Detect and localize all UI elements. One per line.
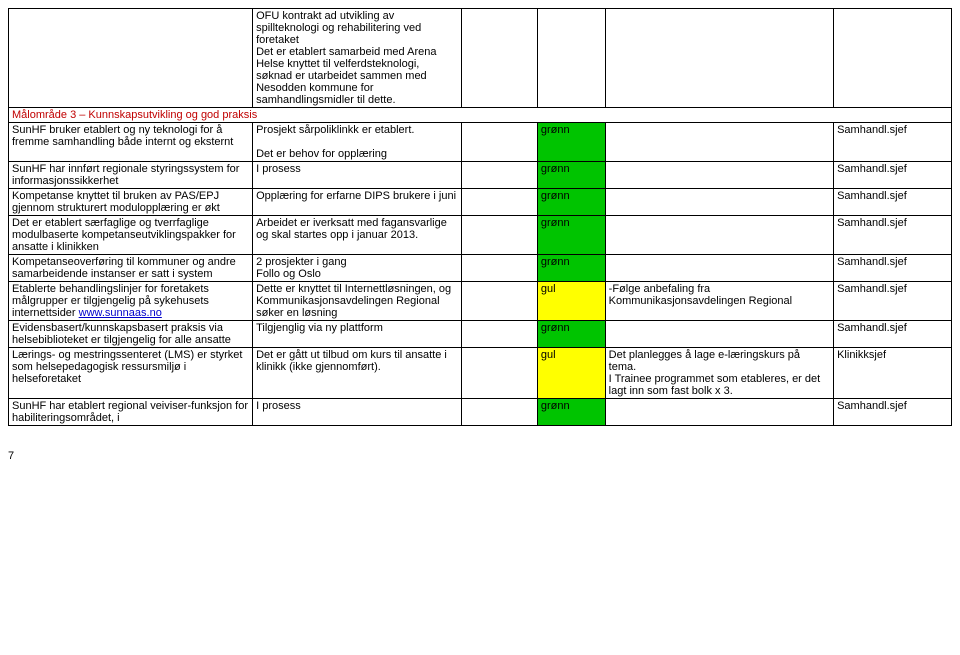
- cell-b: Det er gått ut tilbud om kurs til ansatt…: [253, 348, 462, 399]
- status-cell: grønn: [537, 162, 605, 189]
- status-cell: grønn: [537, 255, 605, 282]
- cell-b: Prosjekt sårpoliklinkk er etablert. Det …: [253, 123, 462, 162]
- status-cell: grønn: [537, 216, 605, 255]
- cell-c: [461, 348, 537, 399]
- cell-a: [9, 9, 253, 108]
- cell-a: Evidensbasert/kunnskapsbasert praksis vi…: [9, 321, 253, 348]
- cell-f: Samhandl.sjef: [834, 162, 952, 189]
- cell-f: Samhandl.sjef: [834, 255, 952, 282]
- cell-c: [461, 123, 537, 162]
- table-row: OFU kontrakt ad utvikling av spillteknol…: [9, 9, 952, 108]
- cell-f: Samhandl.sjef: [834, 321, 952, 348]
- cell-e: -Følge anbefaling fra Kommunikasjonsavde…: [605, 282, 833, 321]
- cell-a: Etablerte behandlingslinjer for foretake…: [9, 282, 253, 321]
- status-cell: grønn: [537, 189, 605, 216]
- status-cell: grønn: [537, 123, 605, 162]
- cell-a: SunHF bruker etablert og ny teknologi fo…: [9, 123, 253, 162]
- cell-b: 2 prosjekter i gang Follo og Oslo: [253, 255, 462, 282]
- cell-e: [605, 216, 833, 255]
- cell-c: [461, 189, 537, 216]
- cell-f: Samhandl.sjef: [834, 282, 952, 321]
- cell-b: I prosess: [253, 162, 462, 189]
- table-row: Lærings- og mestringssenteret (LMS) er s…: [9, 348, 952, 399]
- cell-f: [834, 9, 952, 108]
- cell-a: Kompetanse knyttet til bruken av PAS/EPJ…: [9, 189, 253, 216]
- cell-f: Samhandl.sjef: [834, 189, 952, 216]
- table-row: SunHF har innført regionale styringssyst…: [9, 162, 952, 189]
- cell-a: Lærings- og mestringssenteret (LMS) er s…: [9, 348, 253, 399]
- cell-c: [461, 282, 537, 321]
- status-table: OFU kontrakt ad utvikling av spillteknol…: [8, 8, 952, 426]
- cell-c: [461, 255, 537, 282]
- cell-c: [461, 399, 537, 426]
- cell-e: [605, 162, 833, 189]
- table-row: Etablerte behandlingslinjer for foretake…: [9, 282, 952, 321]
- page-number: 7: [8, 450, 952, 462]
- cell-e: Det planlegges å lage e-læringskurs på t…: [605, 348, 833, 399]
- table-row: Kompetanseoverføring til kommuner og and…: [9, 255, 952, 282]
- status-cell: grønn: [537, 321, 605, 348]
- cell-e: [605, 255, 833, 282]
- section-header: Målområde 3 – Kunnskapsutvikling og god …: [9, 108, 952, 123]
- cell-f: Samhandl.sjef: [834, 123, 952, 162]
- cell-b: Opplæring for erfarne DIPS brukere i jun…: [253, 189, 462, 216]
- cell-b: Arbeidet er iverksatt med fagansvarlige …: [253, 216, 462, 255]
- status-cell: gul: [537, 348, 605, 399]
- cell-b: OFU kontrakt ad utvikling av spillteknol…: [253, 9, 462, 108]
- table-row: Evidensbasert/kunnskapsbasert praksis vi…: [9, 321, 952, 348]
- cell-f: Samhandl.sjef: [834, 399, 952, 426]
- cell-e: [605, 123, 833, 162]
- cell-e: [605, 399, 833, 426]
- cell-e: [605, 189, 833, 216]
- cell-b: Tilgjenglig via ny plattform: [253, 321, 462, 348]
- cell-e: [605, 9, 833, 108]
- cell-b: Dette er knyttet til Internettløsningen,…: [253, 282, 462, 321]
- cell-d: [537, 9, 605, 108]
- section-header-row: Målområde 3 – Kunnskapsutvikling og god …: [9, 108, 952, 123]
- cell-a: Kompetanseoverføring til kommuner og and…: [9, 255, 253, 282]
- website-link[interactable]: www.sunnaas.no: [79, 307, 162, 319]
- cell-f: Samhandl.sjef: [834, 216, 952, 255]
- cell-f: Klinikksjef: [834, 348, 952, 399]
- table-row: Kompetanse knyttet til bruken av PAS/EPJ…: [9, 189, 952, 216]
- cell-a: SunHF har innført regionale styringssyst…: [9, 162, 253, 189]
- cell-b: I prosess: [253, 399, 462, 426]
- cell-a: Det er etablert særfaglige og tverrfagli…: [9, 216, 253, 255]
- table-row: SunHF har etablert regional veiviser-fun…: [9, 399, 952, 426]
- status-cell: grønn: [537, 399, 605, 426]
- status-cell: gul: [537, 282, 605, 321]
- table-row: Det er etablert særfaglige og tverrfagli…: [9, 216, 952, 255]
- cell-c: [461, 216, 537, 255]
- cell-e: [605, 321, 833, 348]
- cell-c: [461, 321, 537, 348]
- cell-c: [461, 9, 537, 108]
- cell-a: SunHF har etablert regional veiviser-fun…: [9, 399, 253, 426]
- table-row: SunHF bruker etablert og ny teknologi fo…: [9, 123, 952, 162]
- cell-c: [461, 162, 537, 189]
